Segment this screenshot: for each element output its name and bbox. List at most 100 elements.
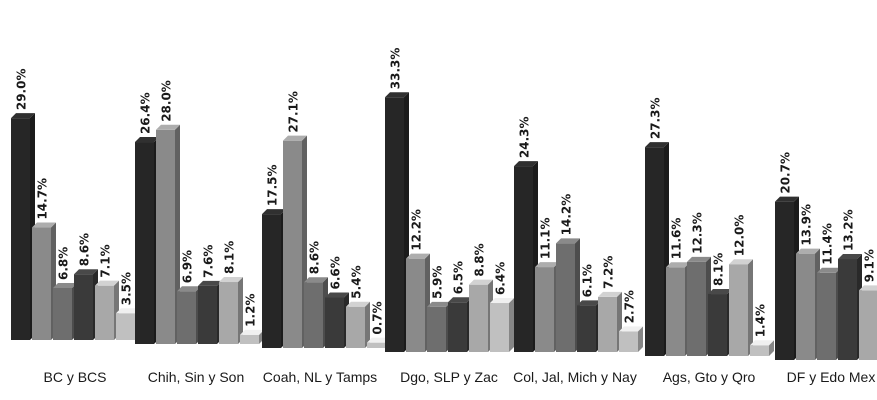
bar xyxy=(645,142,669,356)
bar-front-face xyxy=(817,272,836,360)
bar xyxy=(535,262,559,352)
bar-top-face xyxy=(11,113,35,119)
bar-value-label: 13.9% xyxy=(800,204,814,246)
bar xyxy=(577,300,601,352)
bar-front-face xyxy=(469,284,488,352)
bar-side-face xyxy=(238,277,243,344)
bar-value-label: 5.9% xyxy=(431,266,445,299)
bar-value-label: 5.4% xyxy=(350,265,364,298)
bar-value-label: 8.8% xyxy=(473,243,487,276)
category-labels-layer: BC y BCS Chih, Sin y Son Coah, NL y Tamps D… xyxy=(43,369,875,385)
bar-value-label: 0.7% xyxy=(371,301,385,334)
bar xyxy=(775,196,799,360)
bar-top-face xyxy=(219,277,243,283)
bar-top-face xyxy=(514,161,538,167)
bar xyxy=(11,113,35,341)
bar-top-face xyxy=(859,285,877,291)
bar-top-face xyxy=(708,289,732,295)
bar-value-label: 29.0% xyxy=(15,69,29,111)
bar xyxy=(469,279,493,352)
bar-front-face xyxy=(156,129,175,344)
bar-front-face xyxy=(262,214,281,348)
bar-top-face xyxy=(156,124,180,130)
bar xyxy=(346,301,370,348)
bar xyxy=(666,262,690,356)
bar-front-face xyxy=(556,243,575,352)
bar-side-face xyxy=(509,298,514,352)
bar-value-label: 8.1% xyxy=(223,241,237,274)
bar-top-face xyxy=(198,280,222,286)
bar-front-face xyxy=(283,140,302,348)
bar-top-face xyxy=(645,142,669,148)
bar xyxy=(427,301,451,352)
bar-value-label: 6.4% xyxy=(494,262,508,295)
bar-top-face xyxy=(135,137,159,143)
bar xyxy=(240,329,264,344)
bar-front-face xyxy=(198,285,217,344)
bar-front-face xyxy=(577,305,596,352)
bar-value-label: 2.7% xyxy=(623,290,637,323)
bar xyxy=(385,92,409,352)
bar-front-face xyxy=(325,297,344,348)
bar xyxy=(514,161,538,352)
bar-value-label: 7.1% xyxy=(99,244,113,277)
bar xyxy=(219,277,243,344)
bar-front-face xyxy=(859,290,877,360)
bar-value-label: 9.1% xyxy=(863,249,877,282)
bar-value-label: 11.6% xyxy=(670,218,684,260)
bar-front-face xyxy=(687,261,706,356)
bar xyxy=(325,292,349,348)
bar-value-label: 14.7% xyxy=(36,178,50,220)
bar xyxy=(32,222,56,340)
bar-top-face xyxy=(535,262,559,268)
bar-value-label: 27.1% xyxy=(287,91,301,133)
bar-value-label: 26.4% xyxy=(139,92,153,134)
bar-front-face xyxy=(346,306,365,348)
bar-front-face xyxy=(598,296,617,352)
bar-top-face xyxy=(240,329,264,335)
bar-front-face xyxy=(32,227,51,340)
bar-front-face xyxy=(645,147,664,356)
bar xyxy=(817,267,841,360)
bar-top-face xyxy=(598,291,622,297)
bar-front-face xyxy=(240,334,259,344)
bar-value-label: 8.1% xyxy=(712,253,726,286)
bar-top-face xyxy=(325,292,349,298)
bar-front-face xyxy=(406,258,425,352)
bar-front-face xyxy=(135,142,154,344)
bar-value-label: 6.9% xyxy=(181,250,195,283)
bar-front-face xyxy=(367,342,386,348)
bar-front-face xyxy=(53,287,72,340)
bar xyxy=(859,285,877,360)
bar-front-face xyxy=(116,313,135,340)
bar-value-label: 14.2% xyxy=(560,194,574,236)
bar-value-label: 12.3% xyxy=(691,212,705,254)
bar xyxy=(490,298,514,352)
bar xyxy=(750,340,774,356)
bar-front-face xyxy=(11,118,30,341)
bar-value-label: 6.8% xyxy=(57,247,71,280)
bar-top-face xyxy=(750,340,774,346)
bar xyxy=(406,253,430,352)
bar xyxy=(53,282,77,340)
bar-value-label: 1.2% xyxy=(244,294,258,327)
bar-top-face xyxy=(775,196,799,202)
bar-front-face xyxy=(219,282,238,344)
bar-front-face xyxy=(514,166,533,352)
bar-top-face xyxy=(469,279,493,285)
bar xyxy=(156,124,180,344)
bar-front-face xyxy=(448,302,467,352)
category-label: Chih, Sin y Son xyxy=(148,369,245,385)
bar-front-face xyxy=(729,264,748,356)
bar-top-face xyxy=(53,282,77,288)
bar-value-label: 6.6% xyxy=(329,256,343,289)
bar-top-face xyxy=(427,301,451,307)
bar-top-face xyxy=(577,300,601,306)
bar-top-face xyxy=(666,262,690,268)
bar-front-face xyxy=(177,291,196,344)
bar-value-label: 6.1% xyxy=(581,264,595,297)
bar-top-face xyxy=(346,301,370,307)
bar-top-face xyxy=(32,222,56,228)
bar xyxy=(198,280,222,344)
